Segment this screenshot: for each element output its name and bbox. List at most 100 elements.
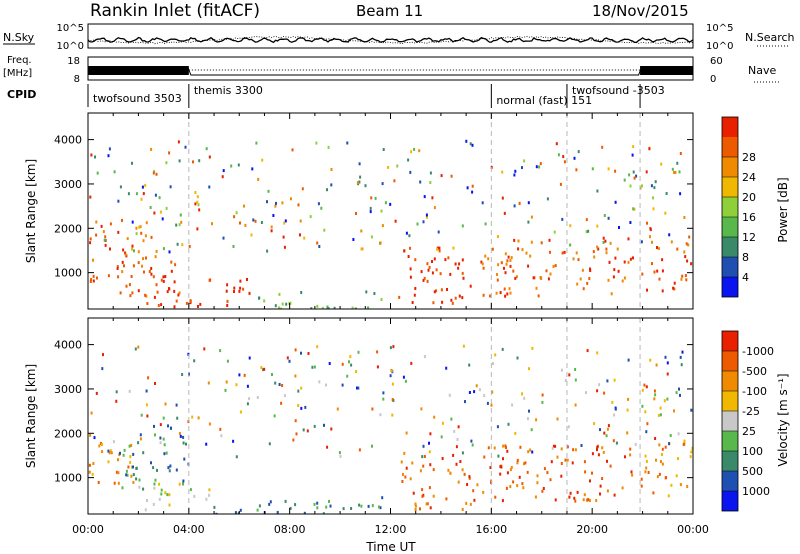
echo-cell bbox=[457, 425, 460, 429]
echo-cell bbox=[575, 168, 578, 172]
echo-cell bbox=[608, 260, 611, 264]
x-tick-label: 08:00 bbox=[274, 523, 306, 536]
echo-cell bbox=[316, 241, 319, 245]
echo-cell bbox=[101, 443, 103, 447]
echo-cell bbox=[649, 227, 652, 231]
echo-cell bbox=[633, 176, 636, 180]
echo-cell bbox=[89, 195, 92, 199]
echo-cell bbox=[541, 489, 544, 493]
colorbar-tick-label: 1000 bbox=[742, 485, 770, 498]
echo-cell bbox=[358, 180, 361, 184]
echo-cell bbox=[546, 197, 549, 201]
echo-cell bbox=[512, 269, 515, 273]
echo-cell bbox=[527, 264, 530, 268]
echo-cell bbox=[643, 383, 646, 387]
echo-cell bbox=[651, 262, 653, 266]
echo-cell bbox=[420, 407, 423, 411]
echo-cell bbox=[677, 457, 679, 461]
echo-cell bbox=[640, 477, 643, 481]
echo-cell bbox=[173, 305, 176, 309]
echo-cell bbox=[115, 390, 118, 394]
echo-cell bbox=[152, 502, 155, 506]
echo-cell bbox=[197, 416, 200, 420]
echo-cell bbox=[92, 274, 95, 278]
echo-cell bbox=[465, 501, 468, 505]
echo-cell bbox=[646, 422, 649, 426]
echo-cell bbox=[291, 148, 294, 152]
echo-cell bbox=[213, 505, 216, 509]
echo-cell bbox=[349, 355, 352, 359]
echo-cell bbox=[473, 498, 476, 502]
echo-cell bbox=[288, 359, 291, 363]
echo-cell bbox=[504, 271, 507, 275]
echo-cell bbox=[168, 250, 171, 254]
echo-cell bbox=[540, 277, 543, 280]
echo-cell bbox=[588, 499, 591, 503]
echo-cell bbox=[145, 221, 148, 225]
echo-cell bbox=[648, 147, 651, 151]
echo-cell bbox=[222, 236, 225, 240]
echo-cell bbox=[555, 142, 558, 146]
echo-cell bbox=[482, 490, 485, 494]
echo-cell bbox=[146, 302, 149, 305]
echo-cell bbox=[425, 213, 428, 217]
echo-cell bbox=[686, 485, 689, 488]
echo-cell bbox=[470, 439, 473, 443]
echo-cell bbox=[244, 223, 247, 227]
echo-cell bbox=[127, 192, 130, 196]
echo-cell bbox=[514, 431, 517, 435]
echo-cell bbox=[124, 253, 127, 257]
echo-cell bbox=[441, 300, 444, 304]
echo-cell bbox=[517, 247, 520, 251]
echo-cell bbox=[588, 277, 591, 280]
echo-cell bbox=[351, 306, 354, 309]
echo-cell bbox=[180, 220, 183, 224]
echo-cell bbox=[429, 181, 432, 184]
echo-cell bbox=[273, 414, 276, 418]
echo-cell bbox=[137, 261, 140, 265]
echo-cell bbox=[576, 490, 579, 494]
echo-cell bbox=[376, 350, 379, 354]
echo-cell bbox=[440, 174, 443, 178]
echo-cell bbox=[431, 196, 434, 200]
echo-cell bbox=[159, 210, 162, 214]
echo-cell bbox=[177, 140, 180, 144]
echo-cell bbox=[290, 197, 292, 201]
echo-cell bbox=[627, 237, 630, 241]
echo-cell bbox=[690, 450, 693, 454]
colorbar-swatch bbox=[722, 217, 738, 237]
echo-cell bbox=[523, 396, 526, 400]
velocity-scatter bbox=[88, 344, 693, 514]
echo-cell bbox=[436, 247, 439, 251]
echo-cell bbox=[645, 170, 648, 174]
echo-cell bbox=[208, 422, 211, 426]
echo-cell bbox=[493, 446, 496, 450]
echo-cell bbox=[380, 298, 383, 301]
echo-cell bbox=[645, 430, 648, 434]
echo-cell bbox=[524, 461, 527, 465]
echo-cell bbox=[613, 268, 616, 272]
velocity-cbar-label: Velocity [m s⁻¹] bbox=[776, 373, 790, 466]
cpid-label: CPID bbox=[7, 88, 36, 101]
echo-cell bbox=[669, 434, 672, 437]
echo-cell bbox=[382, 391, 385, 395]
echo-cell bbox=[205, 442, 208, 446]
echo-cell bbox=[465, 139, 468, 143]
echo-cell bbox=[624, 455, 626, 459]
echo-cell bbox=[150, 147, 153, 151]
echo-cell bbox=[215, 512, 218, 514]
echo-cell bbox=[336, 407, 339, 411]
colorbar-swatch bbox=[722, 157, 738, 177]
echo-cell bbox=[297, 203, 300, 207]
echo-cell bbox=[432, 494, 435, 498]
echo-cell bbox=[124, 251, 127, 255]
echo-cell bbox=[667, 494, 670, 498]
echo-cell bbox=[596, 224, 599, 228]
echo-cell bbox=[454, 296, 457, 300]
echo-cell bbox=[131, 244, 134, 248]
freq-panel: Freq. [MHz] 18 8 Nave 60 0 bbox=[3, 55, 780, 85]
echo-cell bbox=[108, 451, 111, 455]
echo-cell bbox=[651, 240, 653, 244]
echo-cell bbox=[407, 255, 410, 258]
echo-cell bbox=[596, 445, 599, 449]
